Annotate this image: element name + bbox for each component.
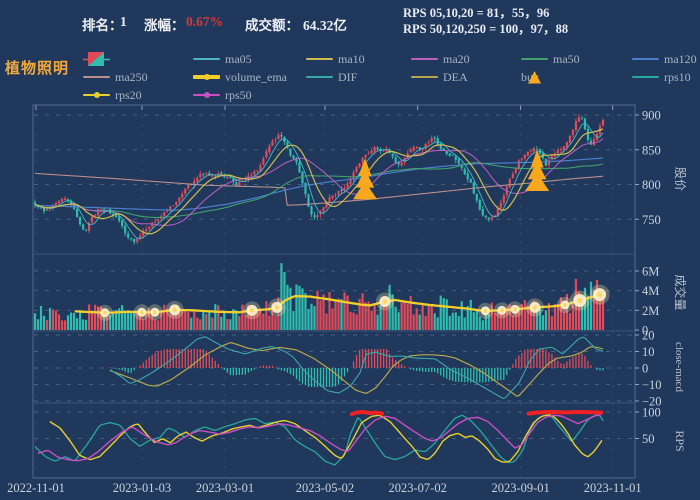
legend-item-buy[interactable]: buy: [521, 70, 541, 84]
legend-item-rps20[interactable]: rps20: [83, 88, 142, 102]
price-panel: [33, 114, 605, 246]
svg-text:50: 50: [642, 432, 655, 446]
turnover-value: 64.32亿: [303, 18, 347, 33]
legend-item-ma10[interactable]: ma10: [306, 52, 365, 66]
rank-value: 1: [120, 14, 127, 29]
rps-short-line: RPS 05,10,20 = 81，55，96: [403, 6, 550, 20]
svg-text:850: 850: [642, 143, 661, 157]
svg-text:750: 750: [642, 213, 661, 227]
svg-text:−10: −10: [642, 378, 662, 392]
legend-label: ma20: [443, 52, 470, 66]
legend-label: DEA: [443, 70, 468, 84]
legend-item-ma05[interactable]: ma05: [193, 52, 252, 66]
ma120-line-icon: [632, 58, 659, 60]
svg-text:2023-11-01: 2023-11-01: [584, 481, 642, 495]
DIF-line-icon: [306, 76, 333, 78]
DEA-line-icon: [411, 76, 438, 78]
legend-item-volume_ema[interactable]: volume_ema: [193, 70, 287, 84]
ma10-line-icon: [306, 58, 333, 60]
svg-text:2023-01-03: 2023-01-03: [113, 481, 171, 495]
buy-signal-markers: [352, 149, 550, 200]
volume_ema-line-icon: [193, 74, 220, 80]
turnover-label: 成交额：: [245, 18, 299, 33]
svg-text:2023-05-02: 2023-05-02: [296, 481, 354, 495]
svg-text:RPS: RPS: [673, 430, 687, 451]
legend-item-DIF[interactable]: DIF: [306, 70, 357, 84]
rps-long-line: RPS 50,120,250 = 100，97，88: [403, 22, 569, 36]
legend-item-ma250[interactable]: ma250: [83, 70, 148, 84]
legend-label: volume_ema: [225, 70, 287, 84]
svg-text:成交量: 成交量: [673, 274, 688, 310]
change-value: 0.67%: [186, 14, 224, 29]
legend-label: rps20: [115, 88, 142, 102]
rps50-line-icon: [193, 92, 220, 98]
rank-label: 排名：: [82, 18, 123, 33]
svg-text:2023-09-01: 2023-09-01: [491, 481, 549, 495]
svg-text:0: 0: [642, 362, 648, 376]
svg-text:2023-03-01: 2023-03-01: [196, 481, 254, 495]
svg-text:4M: 4M: [642, 284, 659, 298]
svg-text:800: 800: [642, 178, 661, 192]
svg-text:6M: 6M: [642, 265, 659, 279]
legend-item-ma20[interactable]: ma20: [411, 52, 470, 66]
rps10-line-icon: [632, 76, 659, 78]
legend-label: ma250: [115, 70, 148, 84]
svg-text:20: 20: [642, 329, 655, 343]
rps-readout: RPS 05,10,20 = 81，55，96 RPS 50,120,250 =…: [403, 5, 568, 37]
svg-text:2022-11-01: 2022-11-01: [7, 481, 65, 495]
macd-panel: [109, 336, 604, 399]
stock-name: 植物照明: [5, 61, 70, 77]
legend-item-rps10[interactable]: rps10: [632, 70, 691, 84]
ma20-line-icon: [411, 58, 438, 60]
svg-text:2023-07-02: 2023-07-02: [389, 481, 447, 495]
legend-item-ma120[interactable]: ma120: [632, 52, 697, 66]
legend-label: ma120: [664, 52, 697, 66]
buy-triangle-icon: [528, 71, 541, 84]
gridlines: [34, 105, 634, 477]
legend-label: rps10: [664, 70, 691, 84]
legend-label: ma50: [553, 52, 580, 66]
rps20-line-icon: [83, 92, 110, 98]
svg-text:close-macd: close-macd: [673, 342, 685, 393]
legend-label: ma10: [338, 52, 365, 66]
svg-text:0: 0: [642, 324, 648, 338]
legend-label: DIF: [338, 70, 358, 84]
legend-item-ma50[interactable]: ma50: [521, 52, 580, 66]
legend-item-DEA[interactable]: DEA: [411, 70, 468, 84]
rps-panel: [34, 409, 604, 466]
svg-text:900: 900: [642, 109, 661, 123]
kline-icon: [83, 52, 110, 66]
svg-text:股价: 股价: [673, 167, 687, 191]
ma05-line-icon: [193, 58, 220, 60]
svg-text:100: 100: [642, 406, 661, 420]
axes: 9008508007506M4M2M020100−10−2010050股价成交量…: [7, 104, 688, 495]
volume-panel: [33, 263, 610, 330]
svg-text:−20: −20: [642, 395, 662, 409]
ma50-line-icon: [521, 58, 548, 60]
legend-label: rps50: [225, 88, 252, 102]
change-label: 涨幅：: [144, 18, 185, 33]
svg-text:10: 10: [642, 345, 655, 359]
ma250-line-icon: [83, 76, 110, 78]
svg-text:2M: 2M: [642, 304, 659, 318]
legend-item-rps50[interactable]: rps50: [193, 88, 252, 102]
legend-label: ma05: [225, 52, 252, 66]
